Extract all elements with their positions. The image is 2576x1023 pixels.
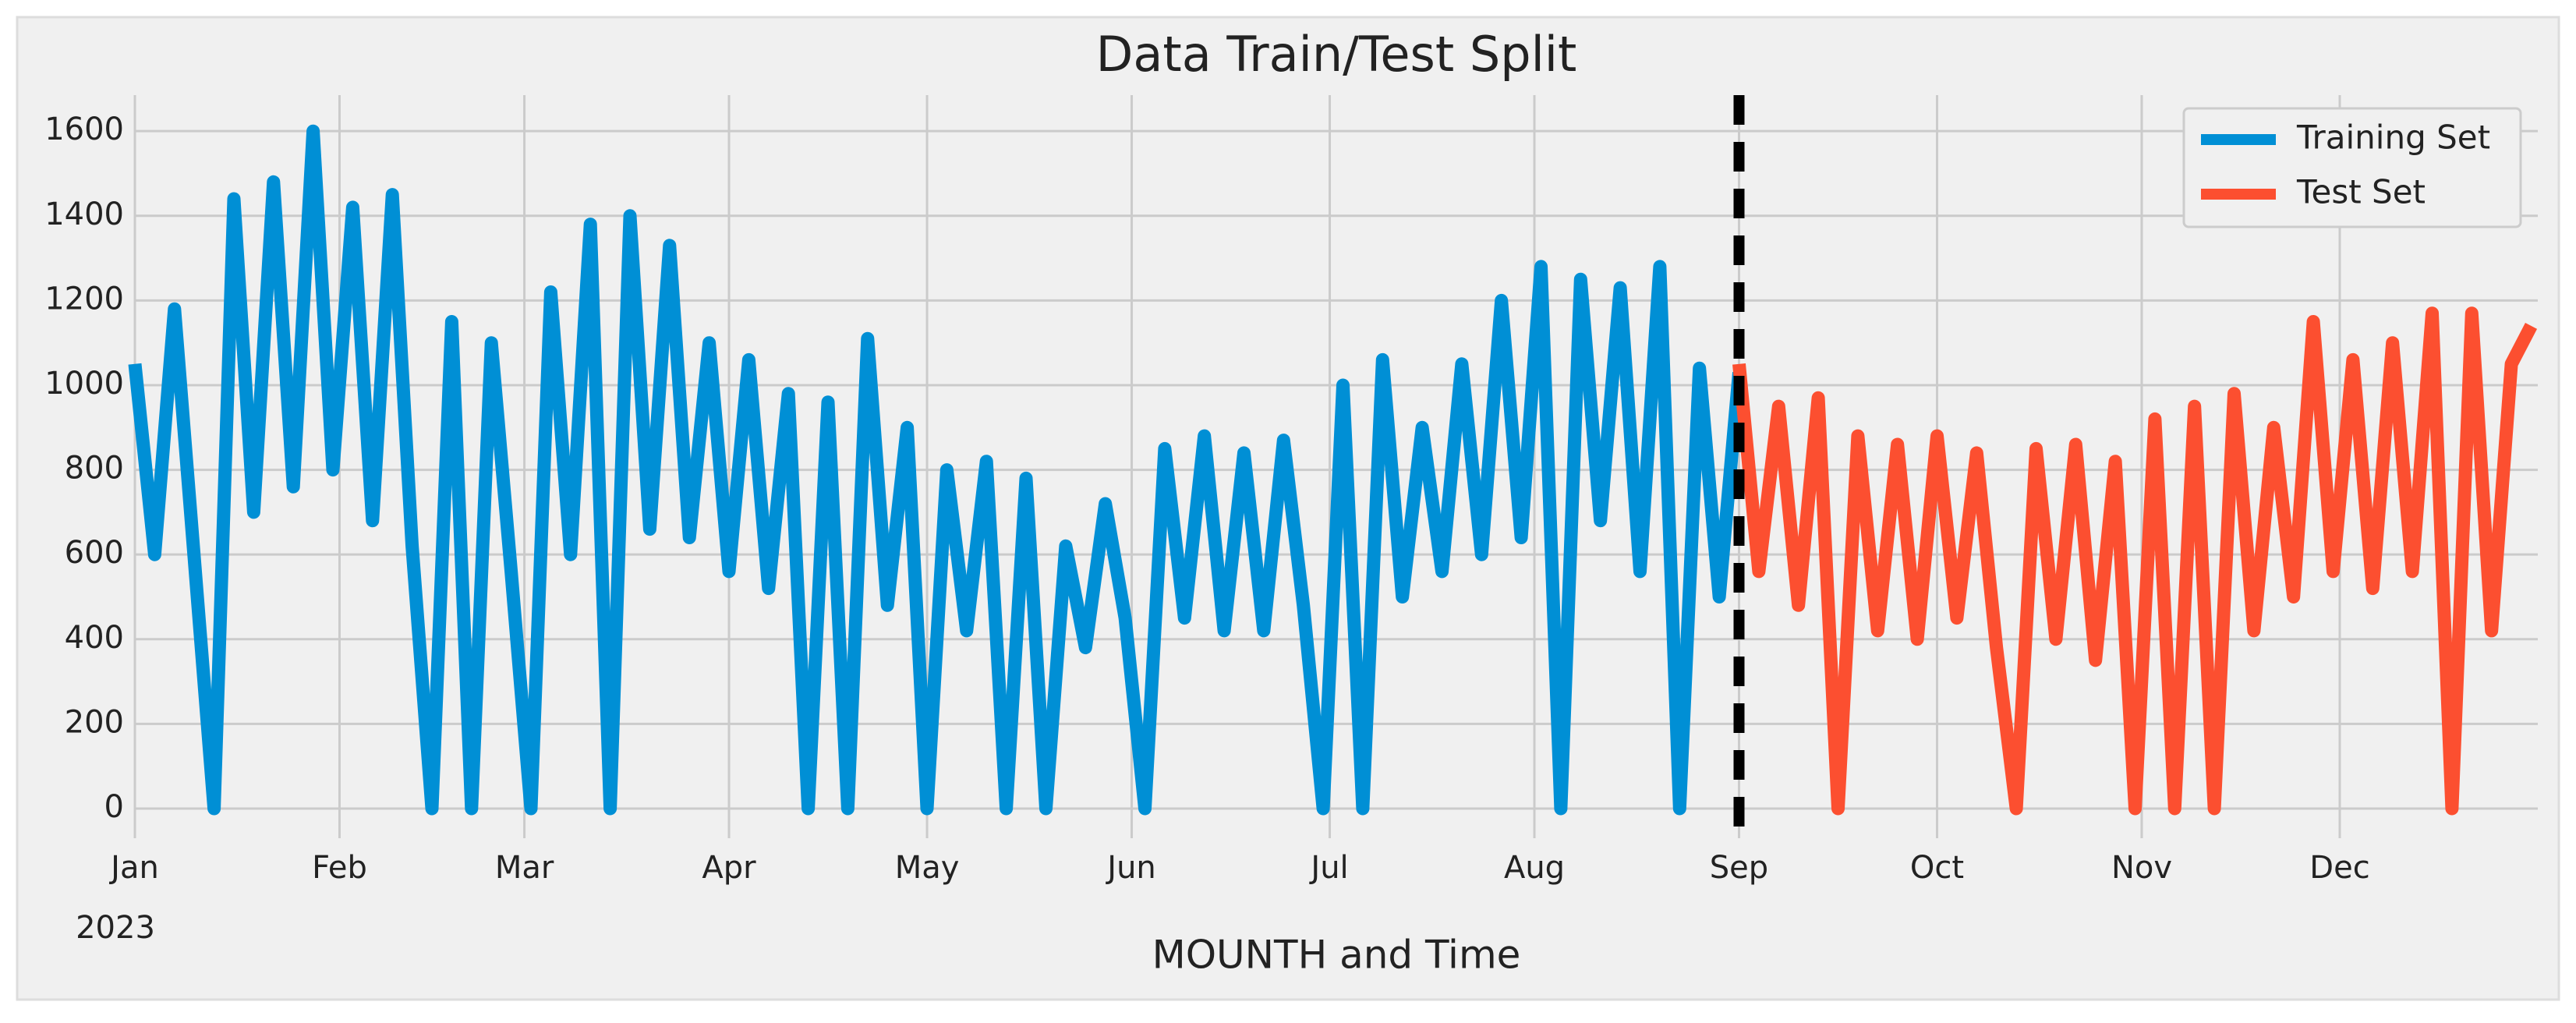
x-tick-label: May bbox=[895, 850, 960, 886]
x-tick-label: Sep bbox=[1710, 850, 1768, 886]
plot-lines bbox=[128, 95, 2538, 838]
series-line bbox=[128, 124, 1746, 816]
x-tick-label: Jul bbox=[1308, 850, 1348, 886]
y-tick-label: 400 bbox=[65, 620, 124, 656]
x-axis-label: MOUNTH and Time bbox=[1152, 933, 1521, 978]
x-tick-label: Oct bbox=[1910, 850, 1964, 886]
x-tick-label: Apr bbox=[702, 850, 756, 886]
x-tick-label: Feb bbox=[312, 850, 367, 886]
y-tick-label: 1400 bbox=[44, 196, 124, 232]
y-tick-label: 0 bbox=[104, 789, 124, 825]
x-offset-label: 2023 bbox=[76, 910, 155, 946]
x-tick-label: Jun bbox=[1105, 850, 1156, 886]
y-tick-label: 600 bbox=[65, 535, 124, 571]
y-tick-label: 1200 bbox=[44, 281, 124, 317]
x-tick-label: Dec bbox=[2309, 850, 2369, 886]
y-tick-label: 800 bbox=[65, 451, 124, 487]
chart-title: Data Train/Test Split bbox=[1096, 26, 1577, 83]
y-tick-label: 1000 bbox=[44, 366, 124, 402]
x-tick-label: Nov bbox=[2111, 850, 2172, 886]
y-tick-label: 200 bbox=[65, 704, 124, 740]
x-tick-label: Mar bbox=[495, 850, 554, 886]
x-tick-label: Jan bbox=[108, 850, 159, 886]
x-tick-label: Aug bbox=[1504, 850, 1565, 886]
legend-label: Training Set bbox=[2296, 119, 2490, 157]
legend-label: Test Set bbox=[2296, 173, 2426, 211]
series-line bbox=[1732, 306, 2538, 816]
legend: Training Set Test Set bbox=[2182, 107, 2522, 228]
y-tick-label: 1600 bbox=[44, 112, 124, 147]
